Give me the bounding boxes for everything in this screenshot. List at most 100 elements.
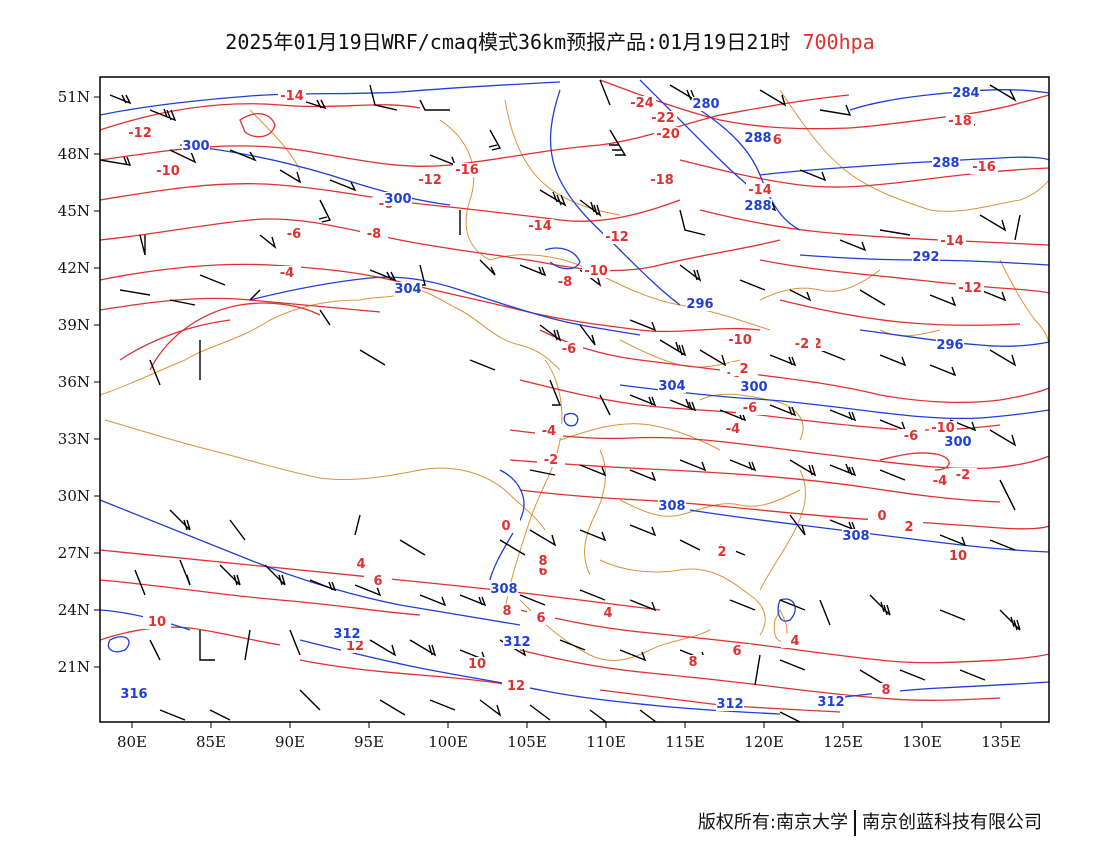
temperature-label: -10: [584, 264, 608, 279]
label-background: [273, 266, 301, 280]
label-background: [658, 499, 686, 513]
height-label: 288: [744, 131, 771, 146]
height-label: 312: [716, 697, 743, 712]
x-tick-label: 120E: [744, 733, 784, 751]
y-axis-labels: 51N 48N 45N 42N 39N 36N 33N 30N 27N 24N 21N: [58, 88, 90, 676]
map-title: 2025年01月19日WRF/cmaq模式36km预报产品:01月19日21时 …: [0, 26, 1100, 55]
label-background: [394, 282, 422, 296]
temperature-label: -16: [972, 160, 996, 175]
y-tick-label: 21N: [58, 658, 90, 676]
label-background: [120, 687, 148, 701]
temperature-label: -12: [958, 281, 982, 296]
temperature-label: 10: [148, 615, 166, 630]
height-label: 312: [817, 695, 844, 710]
label-background: [740, 380, 768, 394]
temperature-label: 8: [881, 683, 890, 698]
x-tick-label: 115E: [665, 733, 705, 751]
label-background: [970, 160, 998, 174]
temperature-label: -14: [280, 89, 304, 104]
temperature-label: 0: [877, 509, 886, 524]
label-background: [938, 234, 966, 248]
height-labels: 3003002842802882882882922962963043043003…: [120, 86, 980, 712]
label-background: [535, 424, 563, 438]
label-background: [492, 519, 520, 533]
x-tick-label: 85E: [196, 733, 226, 751]
label-background: [594, 606, 622, 620]
temperature-label: -14: [528, 219, 552, 234]
label-background: [529, 554, 557, 568]
temperature-label: 10: [468, 657, 486, 672]
temperature-label: -2: [956, 468, 970, 483]
temperature-label: 4: [356, 557, 365, 572]
temperature-labels: -14-12-10-24-22-20-18-16-16-12-16-18-14-…: [126, 89, 998, 698]
label-background: [503, 635, 531, 649]
label-background: [944, 435, 972, 449]
height-contours: [100, 79, 1049, 715]
label-background: [686, 297, 714, 311]
label-background: [895, 520, 923, 534]
temperature-label: -2: [795, 337, 809, 352]
x-tick-label: 100E: [428, 733, 468, 751]
x-axis-labels: 80E 85E 90E 95E 100E 105E 110E 115E 120E 125E 130E…: [117, 733, 1021, 751]
label-background: [842, 529, 870, 543]
temperature-label: -20: [656, 127, 680, 142]
label-background: [347, 557, 375, 571]
temperature-label: -12: [128, 126, 152, 141]
temperature-label: 2: [739, 362, 748, 377]
height-label: 312: [503, 635, 530, 650]
label-background: [551, 275, 579, 289]
label-background: [582, 264, 610, 278]
temperature-label: -4: [933, 474, 947, 489]
height-label: 300: [740, 380, 767, 395]
y-tick-label: 39N: [58, 316, 90, 334]
label-background: [912, 250, 940, 264]
label-background: [333, 627, 361, 641]
temperature-label: -4: [726, 422, 740, 437]
label-background: [658, 379, 686, 393]
label-background: [555, 342, 583, 356]
label-background: [143, 615, 171, 629]
x-tick-label: 135E: [981, 733, 1021, 751]
temperature-label: -2: [544, 453, 558, 468]
temperature-label: 0: [501, 519, 510, 534]
temperature-label: -22: [651, 111, 675, 126]
y-tick-label: 42N: [58, 259, 90, 277]
title-main: 2025年01月19日WRF/cmaq模式36km预报产品:01月19日21时: [225, 30, 791, 54]
temperature-label: -14: [748, 183, 772, 198]
temperature-label: 6: [538, 564, 547, 579]
label-background: [736, 401, 764, 415]
temperature-label: -6: [904, 429, 918, 444]
label-background: [946, 114, 974, 128]
height-label: 316: [120, 687, 147, 702]
label-background: [384, 192, 412, 206]
map-frame: [99, 76, 1050, 723]
height-label: 292: [912, 250, 939, 265]
label-background: [932, 156, 960, 170]
label-background: [949, 468, 977, 482]
x-tick-label: 95E: [354, 733, 384, 751]
temperature-label: 8: [502, 604, 511, 619]
temperature-label: -12: [418, 173, 442, 188]
temperature-label: -10: [156, 164, 180, 179]
height-label: 300: [944, 435, 971, 450]
temperature-label: 6: [732, 644, 741, 659]
temperature-label: 8: [688, 655, 697, 670]
label-background: [868, 509, 896, 523]
height-label: 308: [490, 582, 517, 597]
label-background: [490, 582, 518, 596]
label-background: [929, 421, 957, 435]
x-tick-label: 110E: [586, 733, 626, 751]
temperature-label: -18: [948, 114, 972, 129]
label-background: [781, 634, 809, 648]
label-background: [603, 230, 631, 244]
label-background: [527, 611, 555, 625]
temperature-label: -10: [728, 333, 752, 348]
y-tick-label: 33N: [58, 430, 90, 448]
temperature-label: 6: [373, 574, 382, 589]
x-tick-label: 80E: [117, 733, 147, 751]
label-background: [649, 111, 677, 125]
temperature-label: 12: [507, 679, 525, 694]
x-tick-label: 125E: [823, 733, 863, 751]
copyright-text: 版权所有:南京大学: [697, 812, 848, 833]
